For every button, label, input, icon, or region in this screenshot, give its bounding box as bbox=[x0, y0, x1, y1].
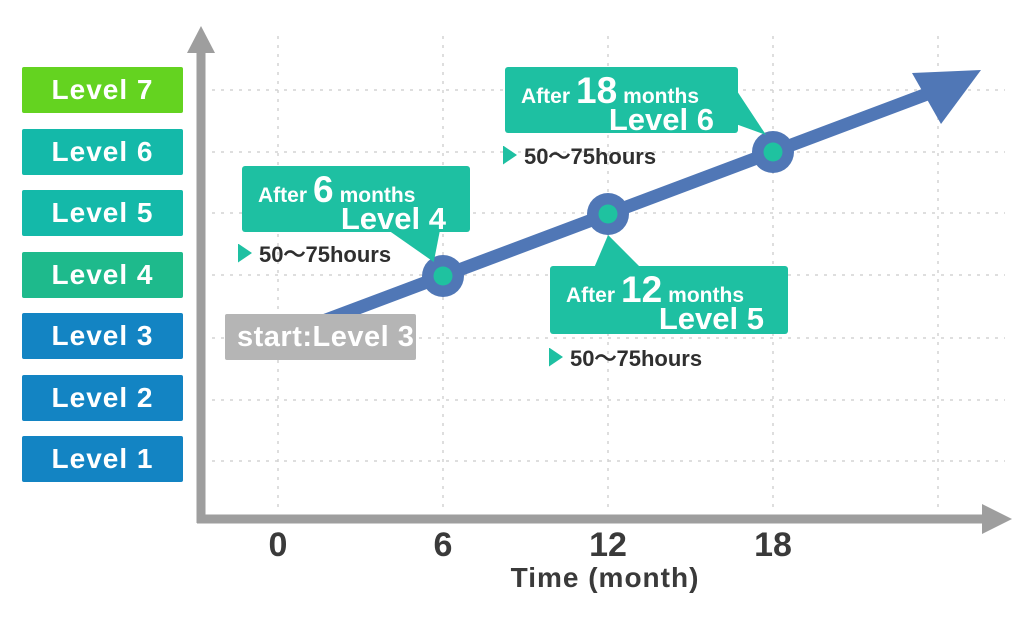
callout-suffix: months bbox=[623, 85, 699, 108]
hours-text: 50〜75hours bbox=[524, 144, 657, 169]
hours-text: 50〜75hours bbox=[259, 242, 392, 267]
marker-18-months bbox=[752, 131, 794, 173]
callout-suffix: months bbox=[339, 184, 416, 207]
level-badge-6: Level 6 bbox=[22, 129, 183, 175]
level-badge-2: Level 2 bbox=[22, 375, 183, 421]
x-tick-0: 0 bbox=[268, 526, 288, 564]
callout-level: Level 6 bbox=[608, 102, 714, 137]
callout-number: 18 bbox=[576, 70, 618, 111]
trend-arrowhead-icon bbox=[912, 70, 981, 124]
x-axis-arrow-icon bbox=[982, 504, 1012, 534]
callout-headline: After 18 months bbox=[505, 67, 738, 109]
triangle-bullet-icon bbox=[503, 145, 517, 165]
axes bbox=[187, 26, 1012, 534]
start-level-box: start:Level 3 bbox=[225, 314, 416, 360]
x-tick-12: 12 bbox=[589, 526, 627, 564]
callout-suffix: months bbox=[668, 284, 744, 307]
callout-headline: After 6 months bbox=[242, 166, 470, 208]
marker-12-months bbox=[587, 193, 629, 235]
x-axis-title: Time (month) bbox=[510, 562, 700, 593]
hours-note-6: 50〜75hours bbox=[238, 237, 391, 269]
level-badge-3: Level 3 bbox=[22, 313, 183, 359]
callout-headline: After 12 months bbox=[550, 266, 788, 308]
callout-after-6-months: After 6 months Level 4 bbox=[242, 166, 470, 236]
level-badge-4: Level 4 bbox=[22, 252, 183, 298]
callout-prefix: After bbox=[258, 184, 308, 207]
callout-number: 6 bbox=[313, 169, 334, 210]
trend-series bbox=[275, 70, 981, 345]
hours-note-12: 50〜75hours bbox=[549, 341, 702, 373]
callout-prefix: After bbox=[566, 284, 616, 307]
marker-6-months bbox=[422, 255, 464, 297]
level-badge-1: Level 1 bbox=[22, 436, 183, 482]
level-badge-7: Level 7 bbox=[22, 67, 183, 113]
x-tick-6: 6 bbox=[433, 526, 453, 564]
x-tick-18: 18 bbox=[754, 526, 792, 564]
callout-after-12-months: After 12 months Level 5 bbox=[550, 266, 788, 336]
y-axis-arrow-icon bbox=[187, 26, 215, 53]
triangle-bullet-icon bbox=[549, 347, 563, 367]
callout-after-18-months: After 18 months Level 6 bbox=[505, 67, 738, 137]
callout-level: Level 5 bbox=[658, 301, 764, 336]
level-badge-5: Level 5 bbox=[22, 190, 183, 236]
hours-note-18: 50〜75hours bbox=[503, 139, 656, 171]
callout-number: 12 bbox=[621, 269, 663, 310]
hours-text: 50〜75hours bbox=[570, 346, 703, 371]
triangle-bullet-icon bbox=[238, 243, 252, 263]
callout-level: Level 4 bbox=[340, 201, 446, 236]
callout-prefix: After bbox=[521, 85, 571, 108]
